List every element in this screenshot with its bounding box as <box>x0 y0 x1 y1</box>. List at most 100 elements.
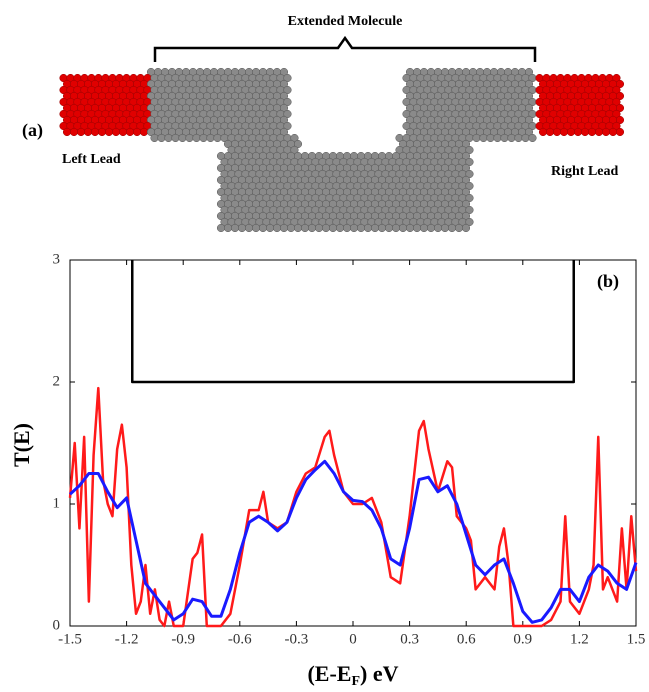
atom <box>283 97 292 107</box>
atom <box>171 133 180 143</box>
atom <box>573 127 583 137</box>
atom <box>363 223 373 233</box>
atom <box>433 223 443 233</box>
atom <box>328 223 338 233</box>
panel-label: (b) <box>597 271 619 292</box>
atom <box>615 91 625 101</box>
atom <box>139 127 149 137</box>
x-label-part: ) eV <box>360 661 399 686</box>
atom <box>465 181 474 191</box>
atom <box>524 79 534 89</box>
atom <box>521 133 530 143</box>
annotation: Extended Molecule <box>288 14 403 29</box>
atom <box>426 223 436 233</box>
atom <box>472 133 481 143</box>
atom <box>377 223 387 233</box>
panel-label: (a) <box>22 120 43 141</box>
atom <box>465 217 474 227</box>
x-tick-label: -0.6 <box>228 631 252 647</box>
atom <box>412 223 422 233</box>
atom <box>111 127 121 137</box>
atom <box>283 109 292 119</box>
atom <box>279 127 289 137</box>
atom <box>192 133 201 143</box>
atom <box>465 169 474 179</box>
atom <box>524 67 534 77</box>
atom <box>580 127 590 137</box>
atom <box>283 121 292 131</box>
atom <box>206 133 215 143</box>
line-series <box>68 386 638 628</box>
atom <box>283 73 292 83</box>
x-label-part: (E-E <box>307 661 351 686</box>
atom <box>461 139 471 149</box>
atom <box>300 223 310 233</box>
x-tick-label: 1.5 <box>627 631 646 647</box>
atom <box>405 223 415 233</box>
x-tick-label: -0.3 <box>285 631 309 647</box>
atom <box>83 127 93 137</box>
atom <box>279 91 289 101</box>
atom <box>335 223 345 233</box>
bracket <box>153 35 537 62</box>
x-tick-label: -0.9 <box>171 631 195 647</box>
atom <box>612 109 621 119</box>
atom <box>258 223 268 233</box>
atom <box>461 187 471 197</box>
atom <box>538 127 548 137</box>
annotation: Left Lead <box>62 152 121 167</box>
y-tick-label: 0 <box>53 617 61 633</box>
atom <box>461 199 471 209</box>
atom <box>164 133 173 143</box>
x-tick-label: -1.5 <box>58 631 82 647</box>
atom <box>524 103 534 113</box>
x-tick-label: -1.2 <box>115 631 139 647</box>
atom <box>612 73 621 83</box>
atom <box>514 133 523 143</box>
atom <box>594 127 604 137</box>
atom <box>279 115 289 125</box>
atom <box>118 127 128 137</box>
atom <box>587 127 597 137</box>
atom <box>178 133 187 143</box>
x-tick-label: 1.2 <box>570 631 589 647</box>
atom <box>524 115 534 125</box>
atom <box>545 127 555 137</box>
atom <box>356 223 366 233</box>
atom <box>615 115 625 125</box>
atom <box>493 133 502 143</box>
atom <box>559 127 569 137</box>
atom <box>272 223 282 233</box>
atom <box>279 79 289 89</box>
y-axis-label: T(E) <box>9 423 34 467</box>
atom <box>223 223 233 233</box>
atom <box>391 223 401 233</box>
atom <box>150 133 159 143</box>
atom <box>524 127 534 137</box>
atom <box>479 133 488 143</box>
atom <box>615 79 625 89</box>
atom <box>612 121 621 131</box>
atom <box>213 133 222 143</box>
atom <box>566 127 576 137</box>
atom <box>290 133 299 143</box>
atom <box>279 223 289 233</box>
atom <box>279 103 289 113</box>
atom <box>465 145 474 155</box>
x-tick-label: 0.6 <box>457 631 476 647</box>
atom <box>528 133 537 143</box>
atom <box>199 133 208 143</box>
atom <box>104 127 114 137</box>
atom <box>461 211 471 221</box>
atom <box>90 127 100 137</box>
atom <box>321 223 331 233</box>
atom <box>419 223 429 233</box>
atom <box>486 133 495 143</box>
atom <box>612 97 621 107</box>
atom <box>461 151 471 161</box>
atom <box>447 223 457 233</box>
line-series <box>131 260 575 384</box>
atom <box>465 157 474 167</box>
x-label-sub: F <box>351 674 360 689</box>
y-tick-label: 3 <box>53 251 61 267</box>
